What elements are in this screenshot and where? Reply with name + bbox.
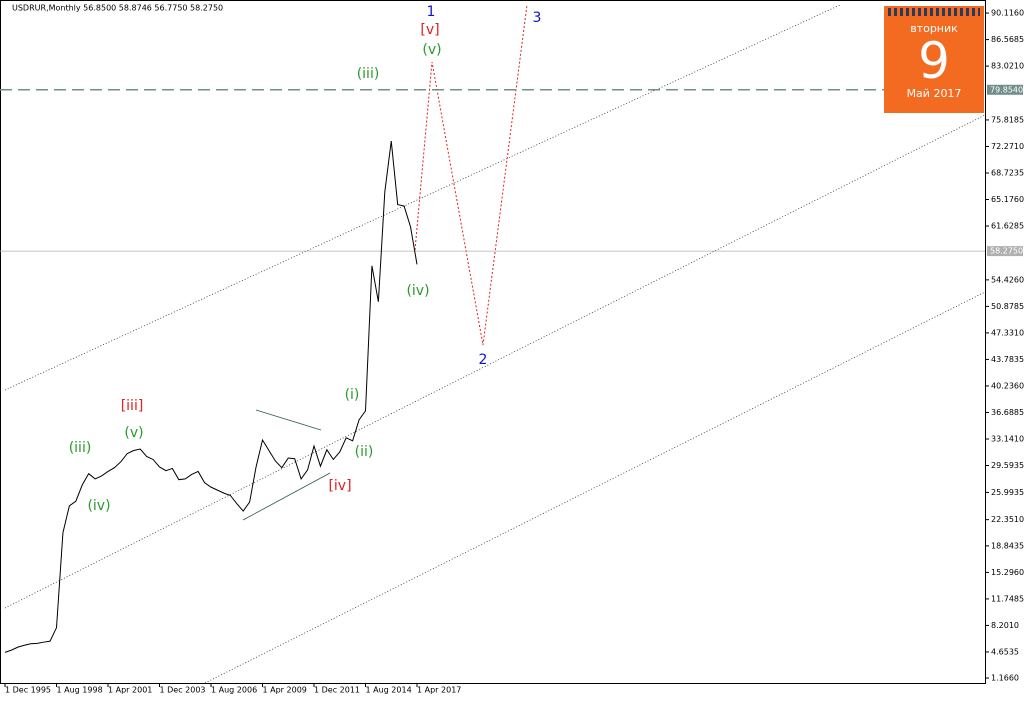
x-tick-label: 1 Aug 2006: [211, 686, 257, 695]
price-label: 79.8540: [990, 85, 1023, 94]
wave-label: [iii]: [121, 398, 144, 414]
y-tick-label: 11.7485: [991, 594, 1024, 603]
x-tick-label: 1 Apr 2001: [108, 686, 152, 695]
projection-line: [414, 4, 528, 346]
wave-label: (ii): [355, 444, 374, 460]
y-tick-label: 54.4260: [991, 275, 1024, 284]
y-tick-label: 90.1160: [991, 9, 1024, 18]
wave-label: 3: [533, 10, 542, 26]
price-line: [4, 140, 418, 653]
price-label: 58.2750: [990, 247, 1023, 256]
wave-label: (v): [124, 425, 143, 441]
y-tick-label: 1.1660: [991, 674, 1019, 683]
wave-label: (v): [422, 42, 441, 58]
channel-lines: [4, 4, 986, 684]
y-tick-label: 47.3310: [991, 328, 1024, 337]
y-tick-label: 15.2960: [991, 568, 1024, 577]
y-tick-label: 75.8185: [991, 115, 1024, 124]
calendar-month: Май 2017: [906, 87, 962, 100]
calendar-weekday: вторник: [910, 22, 958, 35]
chart-title: USDRUR,Monthly 56.8500 58.8746 56.7750 5…: [12, 4, 223, 13]
y-tick-label: 50.8785: [991, 302, 1024, 311]
y-tick-label: 22.3510: [991, 515, 1024, 524]
y-tick-label: 29.5935: [991, 461, 1024, 470]
y-tick-label: 65.1760: [991, 195, 1024, 204]
wave-label: 1: [427, 4, 436, 20]
x-tick-label: 1 Aug 1998: [57, 686, 103, 695]
price-label-box: [987, 84, 1023, 95]
x-tick-label: 1 Apr 2017: [417, 686, 461, 695]
calendar-widget: вторник 9 Май 2017: [884, 6, 984, 113]
x-tick-label: 1 Apr 2009: [263, 686, 307, 695]
y-tick-label: 72.2710: [991, 142, 1024, 151]
wave-label: (iv): [87, 498, 110, 514]
y-tick-label: 68.7235: [991, 168, 1024, 177]
y-tick-label: 43.7835: [991, 355, 1024, 364]
x-tick-label: 1 Dec 1995: [5, 686, 51, 695]
y-tick-label: 25.9935: [991, 488, 1024, 497]
x-tick-label: 1 Dec 2011: [314, 686, 360, 695]
plot-frame: [0, 0, 986, 684]
wave-label: 2: [479, 352, 488, 368]
price-label-box: [987, 246, 1023, 257]
triangle-lines: [242, 409, 331, 521]
y-tick-label: 33.1410: [991, 434, 1024, 443]
wave-label: [iv]: [328, 478, 351, 494]
y-tick-label: 61.6285: [991, 222, 1024, 231]
x-tick-label: 1 Dec 2003: [160, 686, 206, 695]
wave-label: (iii): [357, 66, 380, 82]
y-tick-label: 83.0210: [991, 62, 1024, 71]
y-tick-label: 4.6535: [991, 647, 1019, 656]
wave-label: (iv): [406, 283, 429, 299]
calendar-day: 9: [918, 32, 950, 90]
y-tick-label: 18.8435: [991, 541, 1024, 550]
x-tick-label: 1 Aug 2014: [366, 686, 412, 695]
wave-label: (iii): [69, 440, 92, 456]
wave-label: [v]: [420, 22, 439, 38]
wave-label: (i): [345, 387, 360, 403]
y-tick-label: 8.2010: [991, 621, 1019, 630]
y-tick-label: 86.5685: [991, 35, 1024, 44]
y-tick-label: 36.6885: [991, 408, 1024, 417]
y-tick-label: 40.2360: [991, 381, 1024, 390]
calendar-rings: [888, 8, 980, 16]
